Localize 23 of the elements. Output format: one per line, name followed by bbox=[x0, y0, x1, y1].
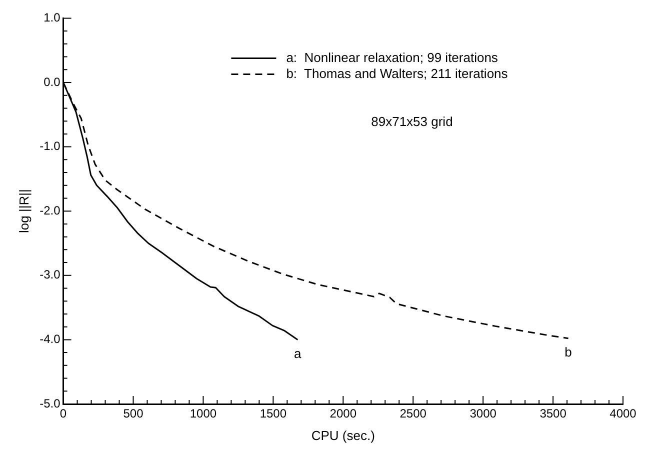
x-tick-label: 2500 bbox=[400, 406, 427, 421]
legend-label: a: Nonlinear relaxation; 99 iterations bbox=[286, 50, 498, 65]
legend-label: b: Thomas and Walters; 211 iterations bbox=[286, 66, 508, 81]
x-tick-label: 0 bbox=[60, 406, 67, 421]
annotation: 89x71x53 grid bbox=[371, 114, 453, 129]
x-tick-label: 4000 bbox=[610, 406, 637, 421]
x-tick-label: 2000 bbox=[330, 406, 357, 421]
y-axis-title: log ||R|| bbox=[16, 189, 32, 234]
x-tick-label: 1000 bbox=[190, 406, 217, 421]
y-tick-label: -4.0 bbox=[40, 332, 61, 346]
annotation: b bbox=[564, 344, 572, 360]
x-tick-label: 500 bbox=[123, 406, 144, 421]
x-tick-label: 3500 bbox=[540, 406, 567, 421]
x-tick-label: 3000 bbox=[470, 406, 497, 421]
x-axis-title: CPU (sec.) bbox=[311, 428, 375, 443]
annotation: a bbox=[294, 346, 302, 361]
y-tick-label: 1.0 bbox=[44, 10, 61, 25]
y-tick-label: -5.0 bbox=[40, 396, 61, 410]
y-tick-label: 0.0 bbox=[44, 74, 61, 89]
y-tick-label: -2.0 bbox=[40, 203, 61, 218]
y-tick-label: -1.0 bbox=[40, 139, 61, 154]
x-tick-label: 1500 bbox=[260, 406, 287, 421]
y-tick-label: -3.0 bbox=[40, 268, 61, 282]
